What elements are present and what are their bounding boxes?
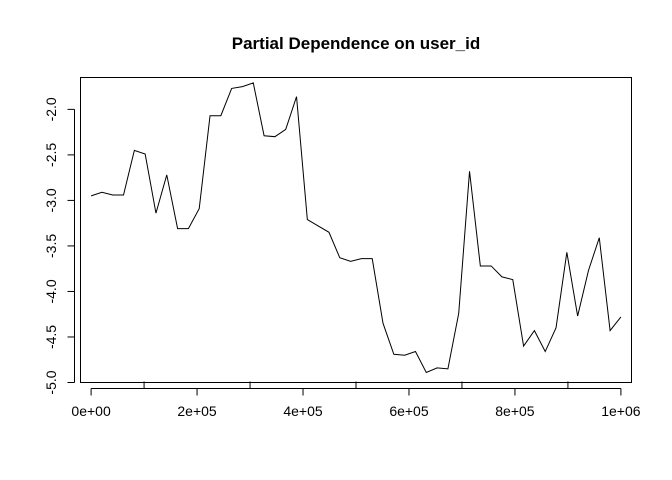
x-tick-label: 4e+05 [283, 403, 323, 419]
series-line [90, 82, 622, 374]
x-tick-label: 2e+05 [177, 403, 217, 419]
y-axis: -2.0 -2.5 -3.0 -3.5 -4.0 -4.5 -5.0 [43, 97, 75, 395]
x-tick-label: 6e+05 [389, 403, 429, 419]
y-tick-label: -2.0 [43, 97, 59, 121]
series-layer [90, 82, 622, 374]
y-tick-label: -3.0 [43, 188, 59, 212]
x-axis: 0e+00 2e+05 4e+05 6e+05 8e+05 1e+06 [71, 381, 641, 419]
x-tick-label: 8e+05 [495, 403, 535, 419]
chart-title: Partial Dependence on user_id [232, 34, 480, 53]
x-tick-label: 0e+00 [71, 403, 111, 419]
y-tick-label: -4.0 [43, 279, 59, 303]
y-tick-label: -5.0 [43, 370, 59, 394]
y-tick-label: -3.5 [43, 234, 59, 258]
y-tick-label: -2.5 [43, 143, 59, 167]
y-tick-label: -4.5 [43, 325, 59, 349]
plot-box [80, 77, 632, 383]
x-tick-label: 1e+06 [601, 403, 641, 419]
